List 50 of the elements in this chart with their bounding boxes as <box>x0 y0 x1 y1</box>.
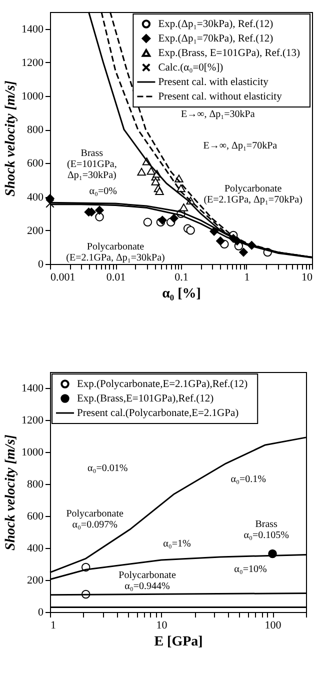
legend-label: Exp.(Brass,E=101GPa),Ref.(12) <box>77 394 214 404</box>
legend-label: Present cal. with elasticity <box>158 77 270 88</box>
y-tick-label: 1200 <box>22 56 44 69</box>
y-tick-label: 1400 <box>22 382 44 394</box>
y-tick-label: 200 <box>27 224 44 237</box>
annotation: Polycarbonate (E=2.1GPa, Δp₁=30kPa) <box>66 241 165 264</box>
y-tick-label: 400 <box>27 191 44 204</box>
annotation: E→∞, Δp₁=70kPa <box>203 140 278 152</box>
annotation: α₀=10% <box>234 564 267 575</box>
legend-label: Present cal.(Polycarbonate,E=2.1GPa) <box>77 408 240 419</box>
y-tick-label: 1400 <box>22 23 44 36</box>
annotation: α₀=0.01% <box>88 463 128 474</box>
annotation: α₀=1% <box>163 538 191 550</box>
y-tick-label: 400 <box>27 542 44 554</box>
legend-label: Calc.(α₀=0[%]) <box>158 62 224 74</box>
legend-label: Exp.(Δp₁=30kPa), Ref.(12) <box>158 19 274 30</box>
annotation: α₀=0.1% <box>230 474 266 485</box>
x-tick-label: 10 <box>302 272 313 284</box>
x-tick-label: 0.1 <box>174 272 188 284</box>
annotation: Polycarbonate α₀=0.944% <box>118 570 176 592</box>
annotation: E→∞, Δp₁=30kPa <box>181 109 256 120</box>
annotation: Brass (E=101GPa, Δp₁=30kPa) <box>67 148 117 182</box>
y-tick-label: 0 <box>38 606 44 618</box>
y-tick-label: 200 <box>27 574 44 586</box>
x-tick-label: 1 <box>50 620 56 632</box>
x-axis-title: E [GPa] <box>154 634 203 650</box>
annotation: α₀=0% <box>89 186 118 197</box>
y-tick-label: 600 <box>27 510 44 522</box>
y-axis-title: Shock velocity [m/s] <box>4 80 18 196</box>
legend-label: Exp.(Polycarbonate,E=2.1GPa),Ref.(12) <box>77 379 248 390</box>
y-tick-label: 600 <box>27 158 44 170</box>
legend-label: Exp.(Δp₁=70kPa), Ref.(12) <box>158 34 274 44</box>
y-axis-title: Shock velocity [m/s] <box>4 434 18 550</box>
x-tick-label: 0.001 <box>50 272 76 284</box>
annotation: Polycarbonate α₀=0.097% <box>66 508 124 531</box>
y-tick-label: 1000 <box>22 90 44 102</box>
annotation: Polycarbonate (E=2.1GPa, Δp₁=70kPa) <box>204 183 302 206</box>
x-axis-title: α₀ [%] <box>162 286 201 302</box>
y-tick-label: 800 <box>27 124 44 136</box>
annotation: Brass α₀=0.105% <box>244 518 289 541</box>
x-tick-label: 1 <box>244 272 250 284</box>
legend-label: Present cal. without elasticity <box>158 92 283 102</box>
y-tick-label: 1200 <box>22 414 44 426</box>
x-tick-label: 0.01 <box>106 272 126 284</box>
x-tick-label: 100 <box>264 620 282 632</box>
legend-label: Exp.(Brass, E=101GPa), Ref.(13) <box>158 48 301 59</box>
y-tick-label: 800 <box>27 478 44 490</box>
y-tick-label: 0 <box>38 258 44 270</box>
y-tick-label: 1000 <box>22 446 44 458</box>
x-tick-label: 10 <box>156 620 168 632</box>
